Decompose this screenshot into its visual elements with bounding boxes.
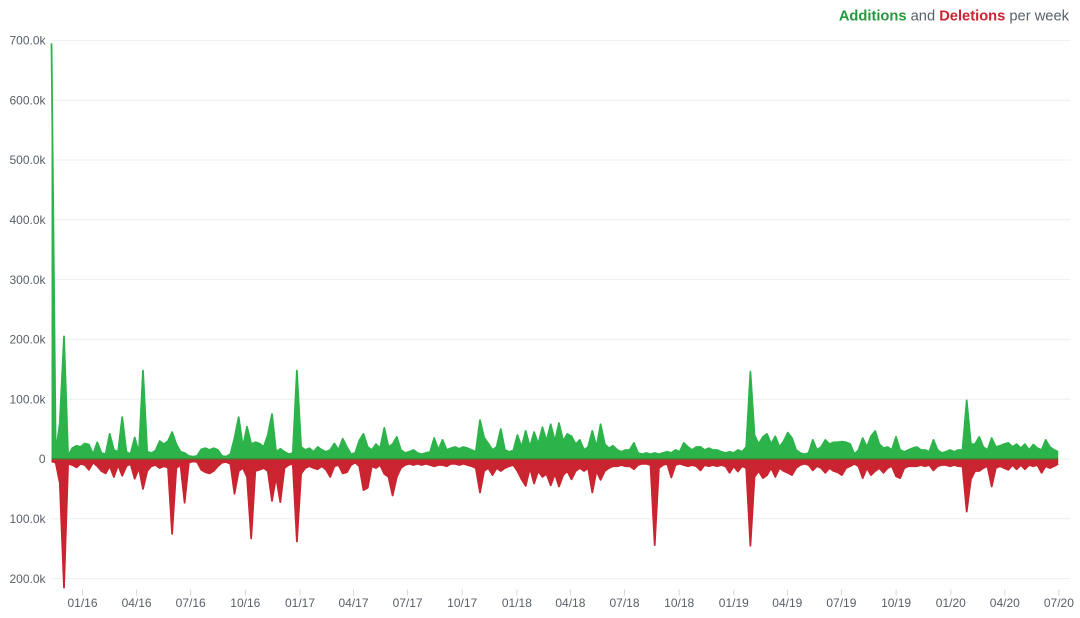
svg-text:100.0k: 100.0k bbox=[9, 392, 46, 406]
svg-text:500.0k: 500.0k bbox=[9, 153, 46, 167]
svg-text:10/16: 10/16 bbox=[230, 596, 260, 610]
svg-text:04/19: 04/19 bbox=[772, 596, 802, 610]
svg-text:01/19: 01/19 bbox=[719, 596, 749, 610]
svg-text:300.0k: 300.0k bbox=[9, 273, 46, 287]
svg-text:600.0k: 600.0k bbox=[9, 93, 46, 107]
svg-text:01/17: 01/17 bbox=[285, 596, 315, 610]
svg-text:10/18: 10/18 bbox=[664, 596, 694, 610]
svg-text:07/16: 07/16 bbox=[176, 596, 206, 610]
svg-text:100.0k: 100.0k bbox=[9, 512, 46, 526]
svg-text:07/20: 07/20 bbox=[1044, 596, 1074, 610]
svg-text:Additions and Deletions per we: Additions and Deletions per week bbox=[839, 9, 1070, 25]
svg-text:0: 0 bbox=[39, 452, 46, 466]
svg-text:04/18: 04/18 bbox=[555, 596, 585, 610]
svg-text:01/16: 01/16 bbox=[67, 596, 97, 610]
svg-text:10/17: 10/17 bbox=[447, 596, 477, 610]
svg-text:07/19: 07/19 bbox=[826, 596, 856, 610]
svg-text:04/16: 04/16 bbox=[122, 596, 152, 610]
svg-text:01/20: 01/20 bbox=[936, 596, 966, 610]
svg-text:04/20: 04/20 bbox=[990, 596, 1020, 610]
svg-text:10/19: 10/19 bbox=[881, 596, 911, 610]
svg-text:01/18: 01/18 bbox=[502, 596, 532, 610]
svg-text:07/18: 07/18 bbox=[609, 596, 639, 610]
svg-text:400.0k: 400.0k bbox=[9, 213, 46, 227]
svg-text:200.0k: 200.0k bbox=[9, 333, 46, 347]
svg-text:07/17: 07/17 bbox=[393, 596, 423, 610]
svg-text:04/17: 04/17 bbox=[338, 596, 368, 610]
svg-text:200.0k: 200.0k bbox=[9, 572, 46, 586]
svg-text:700.0k: 700.0k bbox=[9, 34, 46, 48]
